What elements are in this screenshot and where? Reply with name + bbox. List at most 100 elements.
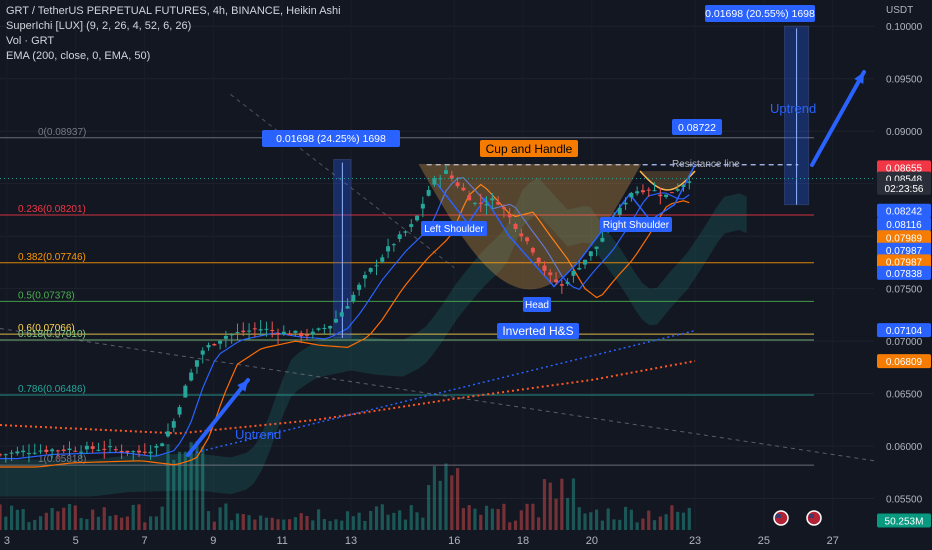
candle-body <box>247 330 252 332</box>
candle-body <box>108 446 113 448</box>
candle-body <box>84 445 89 450</box>
candle-body <box>96 449 101 451</box>
volume-bar <box>455 468 460 530</box>
fib-level-label: 0(0.08937) <box>38 127 86 138</box>
uptrend-arrow-bottom-head <box>237 380 248 392</box>
time-tick-label: 7 <box>141 535 147 547</box>
volume-bar <box>322 519 326 530</box>
candle-body <box>391 244 396 246</box>
candle-body <box>426 189 431 196</box>
candle-body <box>154 445 159 448</box>
candle-body <box>681 184 686 188</box>
indicator-superichi[interactable]: SuperIchi [LUX] (9, 2, 26, 4, 52, 6, 26) <box>6 20 192 32</box>
volume-bar <box>554 498 558 530</box>
candle-body <box>177 407 182 415</box>
inverted-hs-label[interactable]: Inverted H&S <box>497 323 579 339</box>
volume-bar <box>79 518 83 530</box>
time-tick-label: 3 <box>4 535 10 547</box>
volume-bar <box>398 510 402 530</box>
volume-bar <box>241 514 245 530</box>
candle-body <box>577 267 582 270</box>
volume-bar <box>415 512 419 530</box>
candle-body <box>559 284 564 286</box>
head-label[interactable]: Head <box>523 297 551 312</box>
candle-body <box>554 279 559 283</box>
tenkan-line <box>0 177 690 460</box>
volume-bar <box>664 514 668 530</box>
volume-bar <box>195 441 199 530</box>
volume-bar <box>438 480 442 530</box>
candle-body <box>536 257 541 263</box>
measure-left-label[interactable]: 0.01698 (24.25%) 1698 <box>262 130 400 147</box>
candle-body <box>137 450 142 453</box>
candle-body <box>374 265 379 267</box>
candle-body <box>218 340 223 344</box>
candle-body <box>525 237 530 242</box>
price-tick-label: 0.06500 <box>886 390 923 401</box>
price-badge <box>877 203 931 218</box>
volume-bar <box>299 513 303 530</box>
candle-body <box>484 204 489 206</box>
price-badge-text: 0.07838 <box>886 269 923 280</box>
symbol-title[interactable]: GRT / TetherUS PERPETUAL FUTURES, 4h, BI… <box>6 5 341 17</box>
volume-bar <box>560 478 564 530</box>
fib-level-label: 0.6(0.07066) <box>18 323 75 334</box>
target-label[interactable]: 0.08722 <box>672 119 722 135</box>
cup-handle-label[interactable]: Cup and Handle <box>480 140 578 157</box>
candle-body <box>669 192 674 194</box>
candle-body <box>102 448 107 450</box>
candle-body <box>351 294 356 302</box>
candle-body <box>588 251 593 257</box>
time-tick-label: 9 <box>210 535 216 547</box>
volume-bar <box>4 516 8 530</box>
fib-level-label: 0.618(0.07010) <box>18 329 86 340</box>
candle-body <box>542 265 547 271</box>
price-badge-text: 0.07987 <box>886 246 923 257</box>
time-tick-label: 16 <box>448 535 460 547</box>
candle-body <box>548 272 553 276</box>
candle-body <box>287 333 292 336</box>
price-tick-label: 0.07000 <box>886 337 923 348</box>
measure-right-label[interactable]: 0.01698 (20.55%) 1698 <box>705 5 815 22</box>
candle-body <box>455 182 460 187</box>
volume-bar <box>328 521 332 530</box>
price-tick-label: 0.09500 <box>886 75 923 86</box>
right-shoulder-label[interactable]: Right Shoulder <box>600 217 672 232</box>
us-flag-icon[interactable] <box>773 510 789 526</box>
volume-bar <box>571 478 576 530</box>
volume-bar <box>606 508 610 530</box>
price-badge-text: 02:23:56 <box>885 184 924 195</box>
volume-bar <box>566 498 570 530</box>
candle-body <box>252 328 257 330</box>
target-text: 0.08722 <box>678 122 716 134</box>
candle-body <box>32 452 37 454</box>
volume-bar <box>9 505 14 530</box>
resistance-label: Resistance line <box>672 159 740 170</box>
uptrend-arrow-top <box>810 70 866 167</box>
volume-bar <box>444 463 448 530</box>
candle-body <box>362 274 367 279</box>
left-shoulder-label[interactable]: Left Shoulder <box>421 221 487 236</box>
volume-bar <box>212 521 216 530</box>
price-tick-label: 0.06000 <box>886 442 923 453</box>
indicator-ema[interactable]: EMA (200, close, 0, EMA, 50) <box>6 50 151 62</box>
candle-body <box>67 448 72 451</box>
volume-bar <box>50 507 54 530</box>
candle-body <box>507 214 512 218</box>
volume-bar <box>0 504 2 530</box>
volume-bar <box>96 516 101 530</box>
volume-bar <box>409 505 413 530</box>
price-badge <box>877 230 931 245</box>
candle-body <box>415 215 420 221</box>
volume-bar <box>253 519 257 530</box>
price-badge <box>877 513 931 528</box>
measure-right-text: 0.01698 (20.55%) 1698 <box>705 8 815 20</box>
indicator-volume[interactable]: Vol · GRT <box>6 35 55 47</box>
diagonal-dashed-line <box>0 328 875 462</box>
candle-body <box>333 319 338 323</box>
us-flag-icon[interactable] <box>806 510 822 526</box>
candlesticks <box>0 165 692 463</box>
volume-bar <box>508 522 512 530</box>
volume-bar <box>311 520 315 530</box>
